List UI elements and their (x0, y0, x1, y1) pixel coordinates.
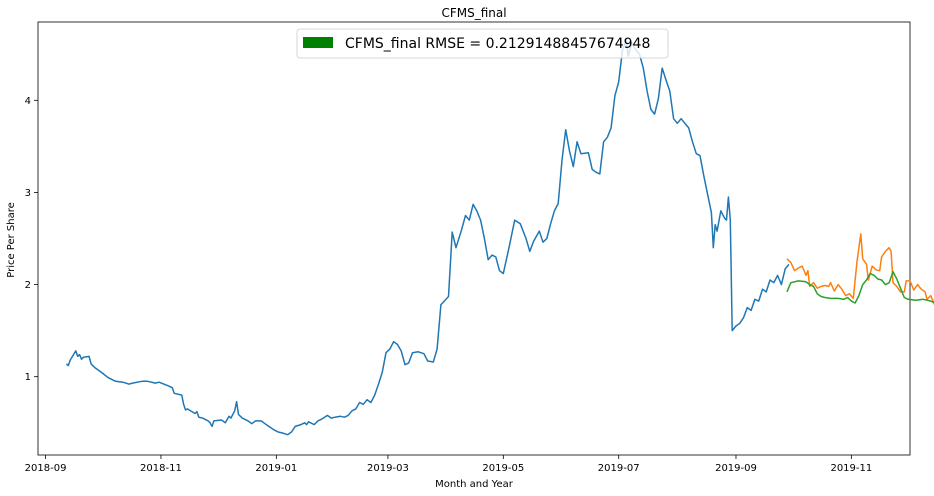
series-line-2 (786, 233, 934, 306)
series-line-3 (786, 270, 934, 304)
y-tick-label: 1 (25, 372, 31, 383)
plot-frame (37, 21, 911, 456)
x-tick-label: 2018-11 (140, 463, 182, 474)
x-tick-label: 2019-09 (715, 463, 757, 474)
x-axis-label: Month and Year (435, 479, 514, 490)
x-tick-label: 2019-11 (830, 463, 872, 474)
x-tick-label: 2019-05 (482, 463, 524, 474)
y-axis-label: Price Per Share (6, 202, 17, 278)
y-tick-label: 3 (25, 188, 31, 199)
legend-swatch (303, 37, 333, 48)
x-tick-label: 2019-07 (598, 463, 640, 474)
legend-box (296, 28, 669, 59)
series-line-1 (65, 39, 790, 436)
chart-title: CFMS_final (441, 6, 506, 20)
y-tick-label: 4 (25, 96, 31, 107)
x-tick-label: 2019-01 (255, 463, 297, 474)
x-tick-label: 2019-03 (367, 463, 409, 474)
y-axis: 1 2 3 4 (25, 96, 38, 383)
series-layer (65, 39, 934, 436)
legend-label: CFMS_final RMSE = 0.21291488457674948 (345, 36, 650, 52)
legend: CFMS_final RMSE = 0.21291488457674948 (296, 28, 669, 59)
x-tick-label: 2018-09 (25, 463, 67, 474)
x-axis: 2018-09 2018-11 2019-01 2019-03 2019-05 2019-… (25, 455, 872, 474)
y-tick-label: 2 (25, 280, 31, 291)
